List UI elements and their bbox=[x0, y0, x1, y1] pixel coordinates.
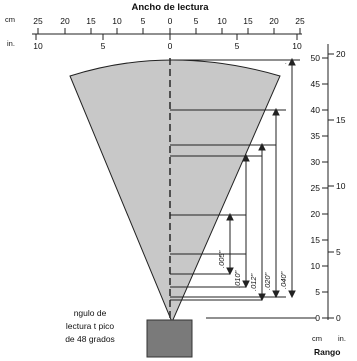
top-in-ticks: 10 5 0 5 10 bbox=[33, 41, 302, 51]
top-scale-tickmarks bbox=[35, 28, 301, 40]
range-cm-tick: 15 bbox=[311, 235, 321, 245]
scanner-device bbox=[146, 319, 193, 358]
resolution-label-020: .020" bbox=[263, 272, 272, 290]
top-cm-tick: 25 bbox=[295, 16, 305, 26]
top-cm-tick: 15 bbox=[86, 16, 96, 26]
scan-angle-note-line: ngulo de bbox=[74, 308, 107, 318]
range-mark: . bbox=[285, 60, 287, 66]
top-in-tick: 10 bbox=[292, 41, 302, 51]
top-cm-tick: 0 bbox=[168, 16, 173, 26]
diagram-title: Ancho de lectura bbox=[131, 2, 209, 13]
top-cm-label: cm bbox=[5, 15, 15, 24]
top-cm-tick: 20 bbox=[60, 16, 70, 26]
top-cm-tick: 10 bbox=[217, 16, 227, 26]
range-in-tick: 20 bbox=[336, 49, 346, 59]
range-cm-tick: 35 bbox=[311, 131, 321, 141]
range-cm-tick: 25 bbox=[311, 183, 321, 193]
range-cm-labels: 50 45 40 35 30 25 20 15 10 5 0 bbox=[311, 53, 321, 323]
resolution-label-005: .005" bbox=[217, 250, 226, 268]
range-cm-tick: 40 bbox=[311, 105, 321, 115]
range-in-tick: 15 bbox=[336, 115, 346, 125]
resolution-arrows bbox=[226, 57, 296, 302]
top-in-tick: 5 bbox=[101, 41, 106, 51]
top-cm-ticks: 25 20 15 10 5 0 5 10 15 20 25 bbox=[33, 16, 305, 26]
top-in-tick: 5 bbox=[235, 41, 240, 51]
range-in-tick: 10 bbox=[336, 181, 346, 191]
top-cm-tick: 10 bbox=[112, 16, 122, 26]
top-in-label: in. bbox=[7, 39, 15, 48]
resolution-label-012: .012" bbox=[249, 273, 258, 291]
top-in-tick: 10 bbox=[33, 41, 43, 51]
top-in-tick: 0 bbox=[168, 41, 173, 51]
top-cm-tick: 15 bbox=[243, 16, 253, 26]
range-in-tick: 0 bbox=[336, 313, 341, 323]
range-cm-tick: 5 bbox=[315, 287, 320, 297]
scan-angle-note-line: de 48 grados bbox=[65, 334, 115, 344]
resolution-label-040: .040" bbox=[279, 271, 288, 289]
range-cm-tick: 0 bbox=[315, 313, 320, 323]
range-in-unit: in. bbox=[338, 334, 346, 343]
range-cm-unit: cm bbox=[312, 334, 322, 343]
range-cm-tick: 30 bbox=[311, 157, 321, 167]
top-cm-tick: 25 bbox=[33, 16, 43, 26]
top-cm-tick: 5 bbox=[194, 16, 199, 26]
range-cm-tick: 50 bbox=[311, 53, 321, 63]
range-axis-label: Rango bbox=[314, 347, 340, 357]
top-cm-tick: 20 bbox=[269, 16, 279, 26]
range-in-tick: 5 bbox=[336, 247, 341, 257]
range-cm-tick: 20 bbox=[311, 209, 321, 219]
range-cm-tickmarks bbox=[322, 57, 328, 319]
range-cm-tick: 10 bbox=[311, 261, 321, 271]
top-cm-tick: 5 bbox=[141, 16, 146, 26]
scan-angle-note-line: lectura t pico bbox=[66, 321, 114, 331]
range-in-tickmarks bbox=[328, 53, 334, 319]
range-cm-tick: 45 bbox=[311, 79, 321, 89]
resolution-label-010: .010" bbox=[233, 270, 242, 288]
range-in-labels: 20 15 10 5 0 bbox=[336, 49, 346, 323]
